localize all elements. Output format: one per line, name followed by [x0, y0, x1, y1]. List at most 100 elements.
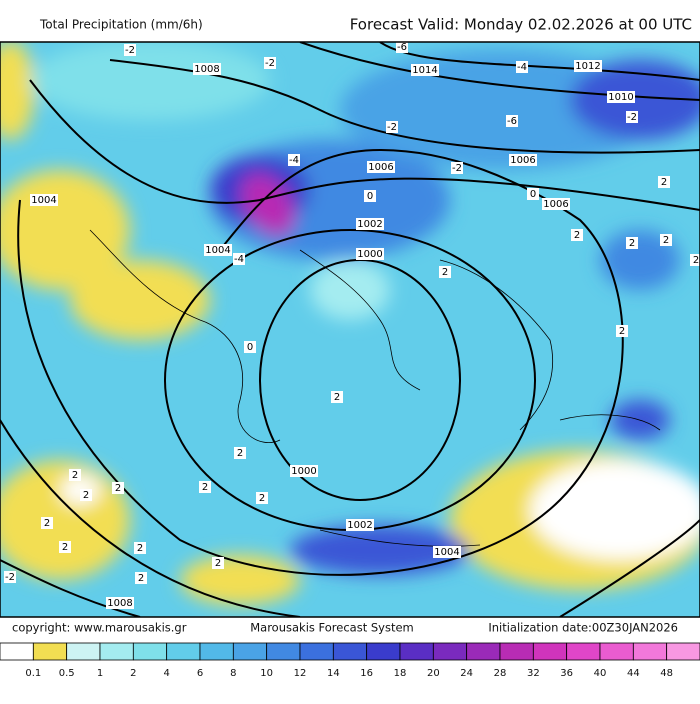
colorbar-label: 40: [594, 668, 607, 679]
temperature-label-bg: [660, 234, 672, 246]
isobar-label-bg: [433, 546, 461, 558]
colorbar-swatch: [666, 642, 700, 661]
colorbar-swatch: [266, 642, 301, 661]
temperature-label-bg: [451, 162, 463, 174]
temperature-label: 2: [237, 448, 243, 459]
isobar-label: 1006: [543, 199, 568, 210]
colorbar-label: 0.5: [59, 668, 75, 679]
isobar-label: 1006: [510, 155, 535, 166]
temperature-label: 0: [530, 189, 536, 200]
temperature-label: 2: [72, 470, 78, 481]
colorbar-label: 36: [560, 668, 573, 679]
isobar-label-bg: [509, 154, 537, 166]
colorbar-label: 24: [460, 668, 473, 679]
temperature-label-bg: [244, 341, 256, 353]
isobar-label-bg: [356, 218, 384, 230]
map-labels: 1008 1014 1012 1010 1006 1006 1006 1004 1004 1002…: [4, 42, 700, 609]
temperature-label-bg: [135, 572, 147, 584]
temperature-label-bg: [690, 254, 700, 266]
colorbar-label: 2: [130, 668, 136, 679]
colorbar-swatch: [32, 642, 68, 661]
temperature-label-bg: [59, 541, 71, 553]
colorbar-swatch: [366, 642, 401, 661]
temperature-label: 2: [619, 326, 625, 337]
colorbar-swatch: [332, 642, 368, 661]
colorbar-label: 28: [494, 668, 507, 679]
temperature-label-bg: [288, 154, 300, 166]
temperature-label: -2: [452, 163, 462, 174]
temperature-label-bg: [527, 188, 539, 200]
temperature-label: 0: [247, 342, 253, 353]
temperature-label: 2: [259, 493, 265, 504]
copyright: copyright: www.marousakis.gr: [12, 621, 187, 635]
isobar-label: 1004: [434, 547, 459, 558]
colorbar-swatch: [132, 642, 168, 661]
temperature-label: 2: [137, 543, 143, 554]
colorbar-swatch: [66, 642, 101, 661]
isobar-label: 1000: [357, 249, 382, 260]
colorbar-swatch: [532, 642, 568, 661]
temperature-label: -6: [397, 42, 407, 53]
isobar-label-bg: [290, 465, 318, 477]
isobar-label: 1004: [205, 245, 230, 256]
colorbar-label: 32: [527, 668, 540, 679]
map-frame: [0, 41, 700, 618]
isobar-label: 1002: [347, 520, 372, 531]
isobar-label: 1006: [368, 162, 393, 173]
colorbar-swatch: [399, 642, 434, 661]
temperature-label: 2: [442, 267, 448, 278]
isobar-label: 1014: [412, 65, 437, 76]
colorbar-label: 4: [163, 668, 169, 679]
colorbar-label: 20: [427, 668, 440, 679]
colorbar-swatch: [499, 642, 534, 661]
temperature-label-bg: [134, 542, 146, 554]
temperature-label: -2: [627, 112, 637, 123]
temperature-label: 2: [334, 392, 340, 403]
temperature-label: -4: [289, 155, 299, 166]
isobar-label: 1008: [194, 64, 219, 75]
temperature-label-bg: [234, 447, 246, 459]
temperature-label: -4: [234, 254, 244, 265]
colorbar-label: 1: [97, 668, 103, 679]
temperature-label: 0: [367, 191, 373, 202]
temperature-label-bg: [256, 492, 268, 504]
temperature-label-bg: [112, 482, 124, 494]
isobar-label: 1010: [608, 92, 633, 103]
colorbar-label: 48: [660, 668, 673, 679]
colorbar-label: 18: [394, 668, 407, 679]
temperature-label: 2: [215, 558, 221, 569]
isobar-label-bg: [542, 198, 570, 210]
colorbar-label: 16: [360, 668, 373, 679]
temperature-label-bg: [212, 557, 224, 569]
temperature-label-bg: [364, 190, 376, 202]
isobar-label-bg: [30, 194, 58, 206]
temperature-label-bg: [626, 237, 638, 249]
temperature-label: -2: [265, 58, 275, 69]
temperature-label-bg: [396, 42, 408, 53]
isobar-label: 1002: [357, 219, 382, 230]
temperature-label-bg: [233, 253, 245, 265]
colorbar-swatch: [166, 642, 201, 661]
isobar-label-bg: [204, 244, 232, 256]
temperature-label: 2: [663, 235, 669, 246]
temperature-label: -2: [5, 572, 15, 583]
colorbar-swatch: [566, 642, 601, 661]
temperature-label-bg: [124, 44, 136, 56]
temperature-label-bg: [41, 517, 53, 529]
colorbar: 0.1 0.5 1 2 4 6 8 10 12 14 16 18 20 24 28 32 36 40 44 48: [0, 642, 700, 679]
colorbar-label: 12: [294, 668, 307, 679]
isobar-label-bg: [346, 519, 374, 531]
colorbar-swatch: [0, 642, 34, 661]
map: 1008 1014 1012 1010 1006 1006 1006 1004 1004 1002…: [0, 42, 700, 617]
isobar-label: 1008: [107, 598, 132, 609]
isobar-label-bg: [367, 161, 395, 173]
temperature-label: 2: [629, 238, 635, 249]
isobar-label-bg: [411, 64, 439, 76]
header-title: Total Precipitation (mm/6h): [39, 18, 203, 32]
isobar-label-bg: [193, 63, 221, 75]
isobar-label-bg: [106, 597, 134, 609]
temperature-label-bg: [264, 57, 276, 69]
isobar-label-bg: [356, 248, 384, 260]
colorbar-swatch: [466, 642, 501, 661]
